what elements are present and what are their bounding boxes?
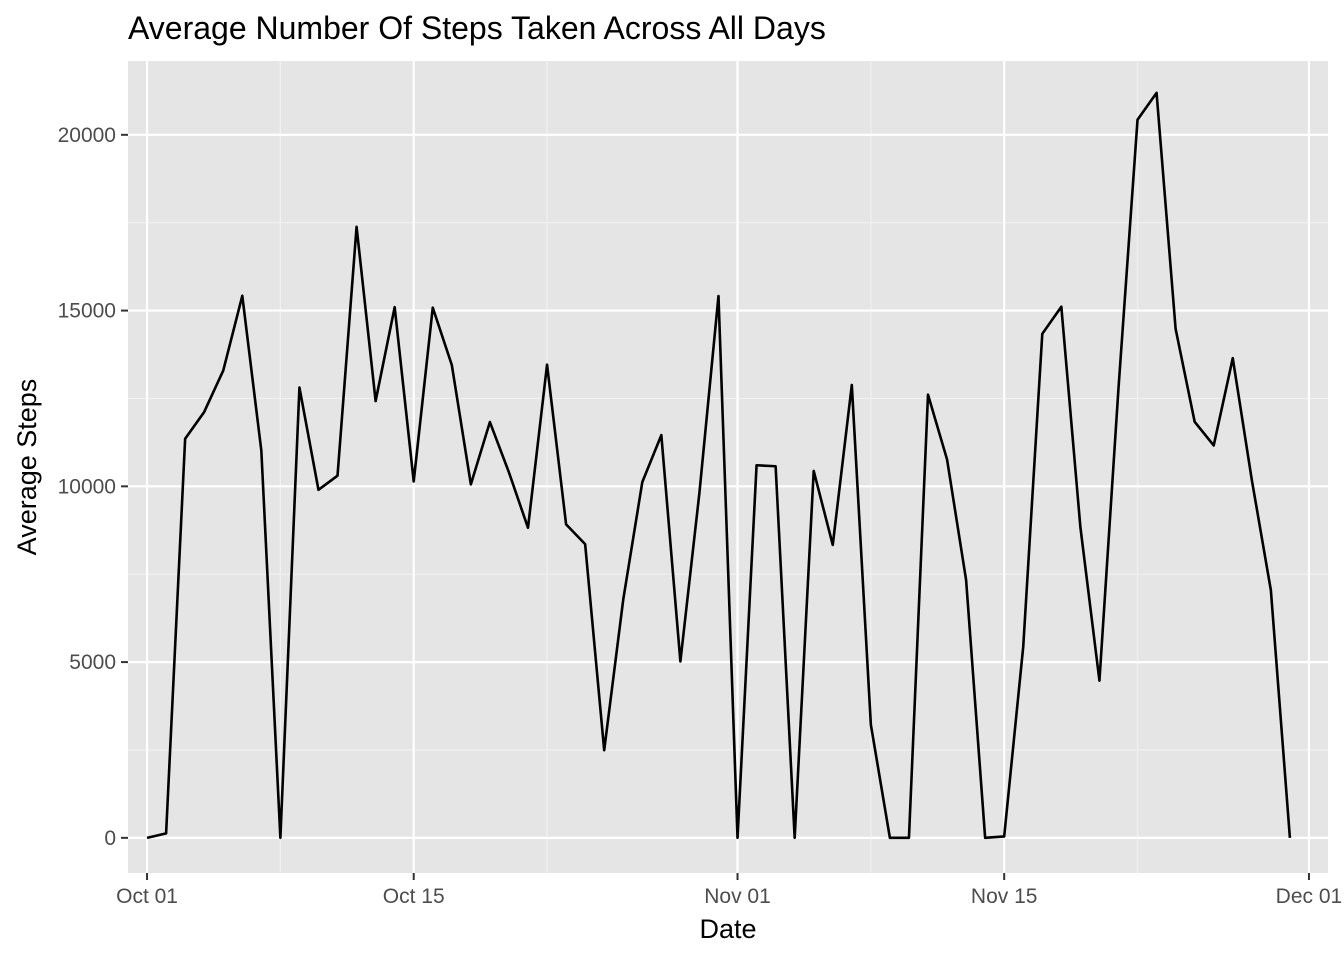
- y-tick-label: 15000: [58, 300, 116, 323]
- y-axis: 0 5000 10000 15000 20000: [58, 124, 128, 850]
- x-tick-label: Nov 15: [971, 885, 1038, 908]
- y-tick-label: 0: [104, 827, 116, 850]
- x-axis: Oct 01 Oct 15 Nov 01 Nov 15 Dec 01: [116, 873, 1342, 908]
- major-gridlines: [128, 61, 1328, 873]
- y-tick-label: 10000: [58, 475, 116, 498]
- series-line: [146, 91, 1292, 840]
- x-tick-label: Oct 15: [383, 885, 445, 908]
- y-tick-label: 20000: [58, 124, 116, 147]
- y-axis-title: Average Steps: [12, 379, 42, 556]
- x-axis-title: Date: [699, 914, 756, 944]
- plot-panel: [128, 61, 1328, 873]
- x-tick-label: Dec 01: [1276, 885, 1343, 908]
- y-tick-label: 5000: [69, 651, 116, 674]
- x-tick-label: Oct 01: [116, 885, 178, 908]
- minor-gridlines: [128, 61, 1328, 873]
- x-tick-label: Nov 01: [704, 885, 771, 908]
- chart-title: Average Number Of Steps Taken Across All…: [128, 10, 826, 46]
